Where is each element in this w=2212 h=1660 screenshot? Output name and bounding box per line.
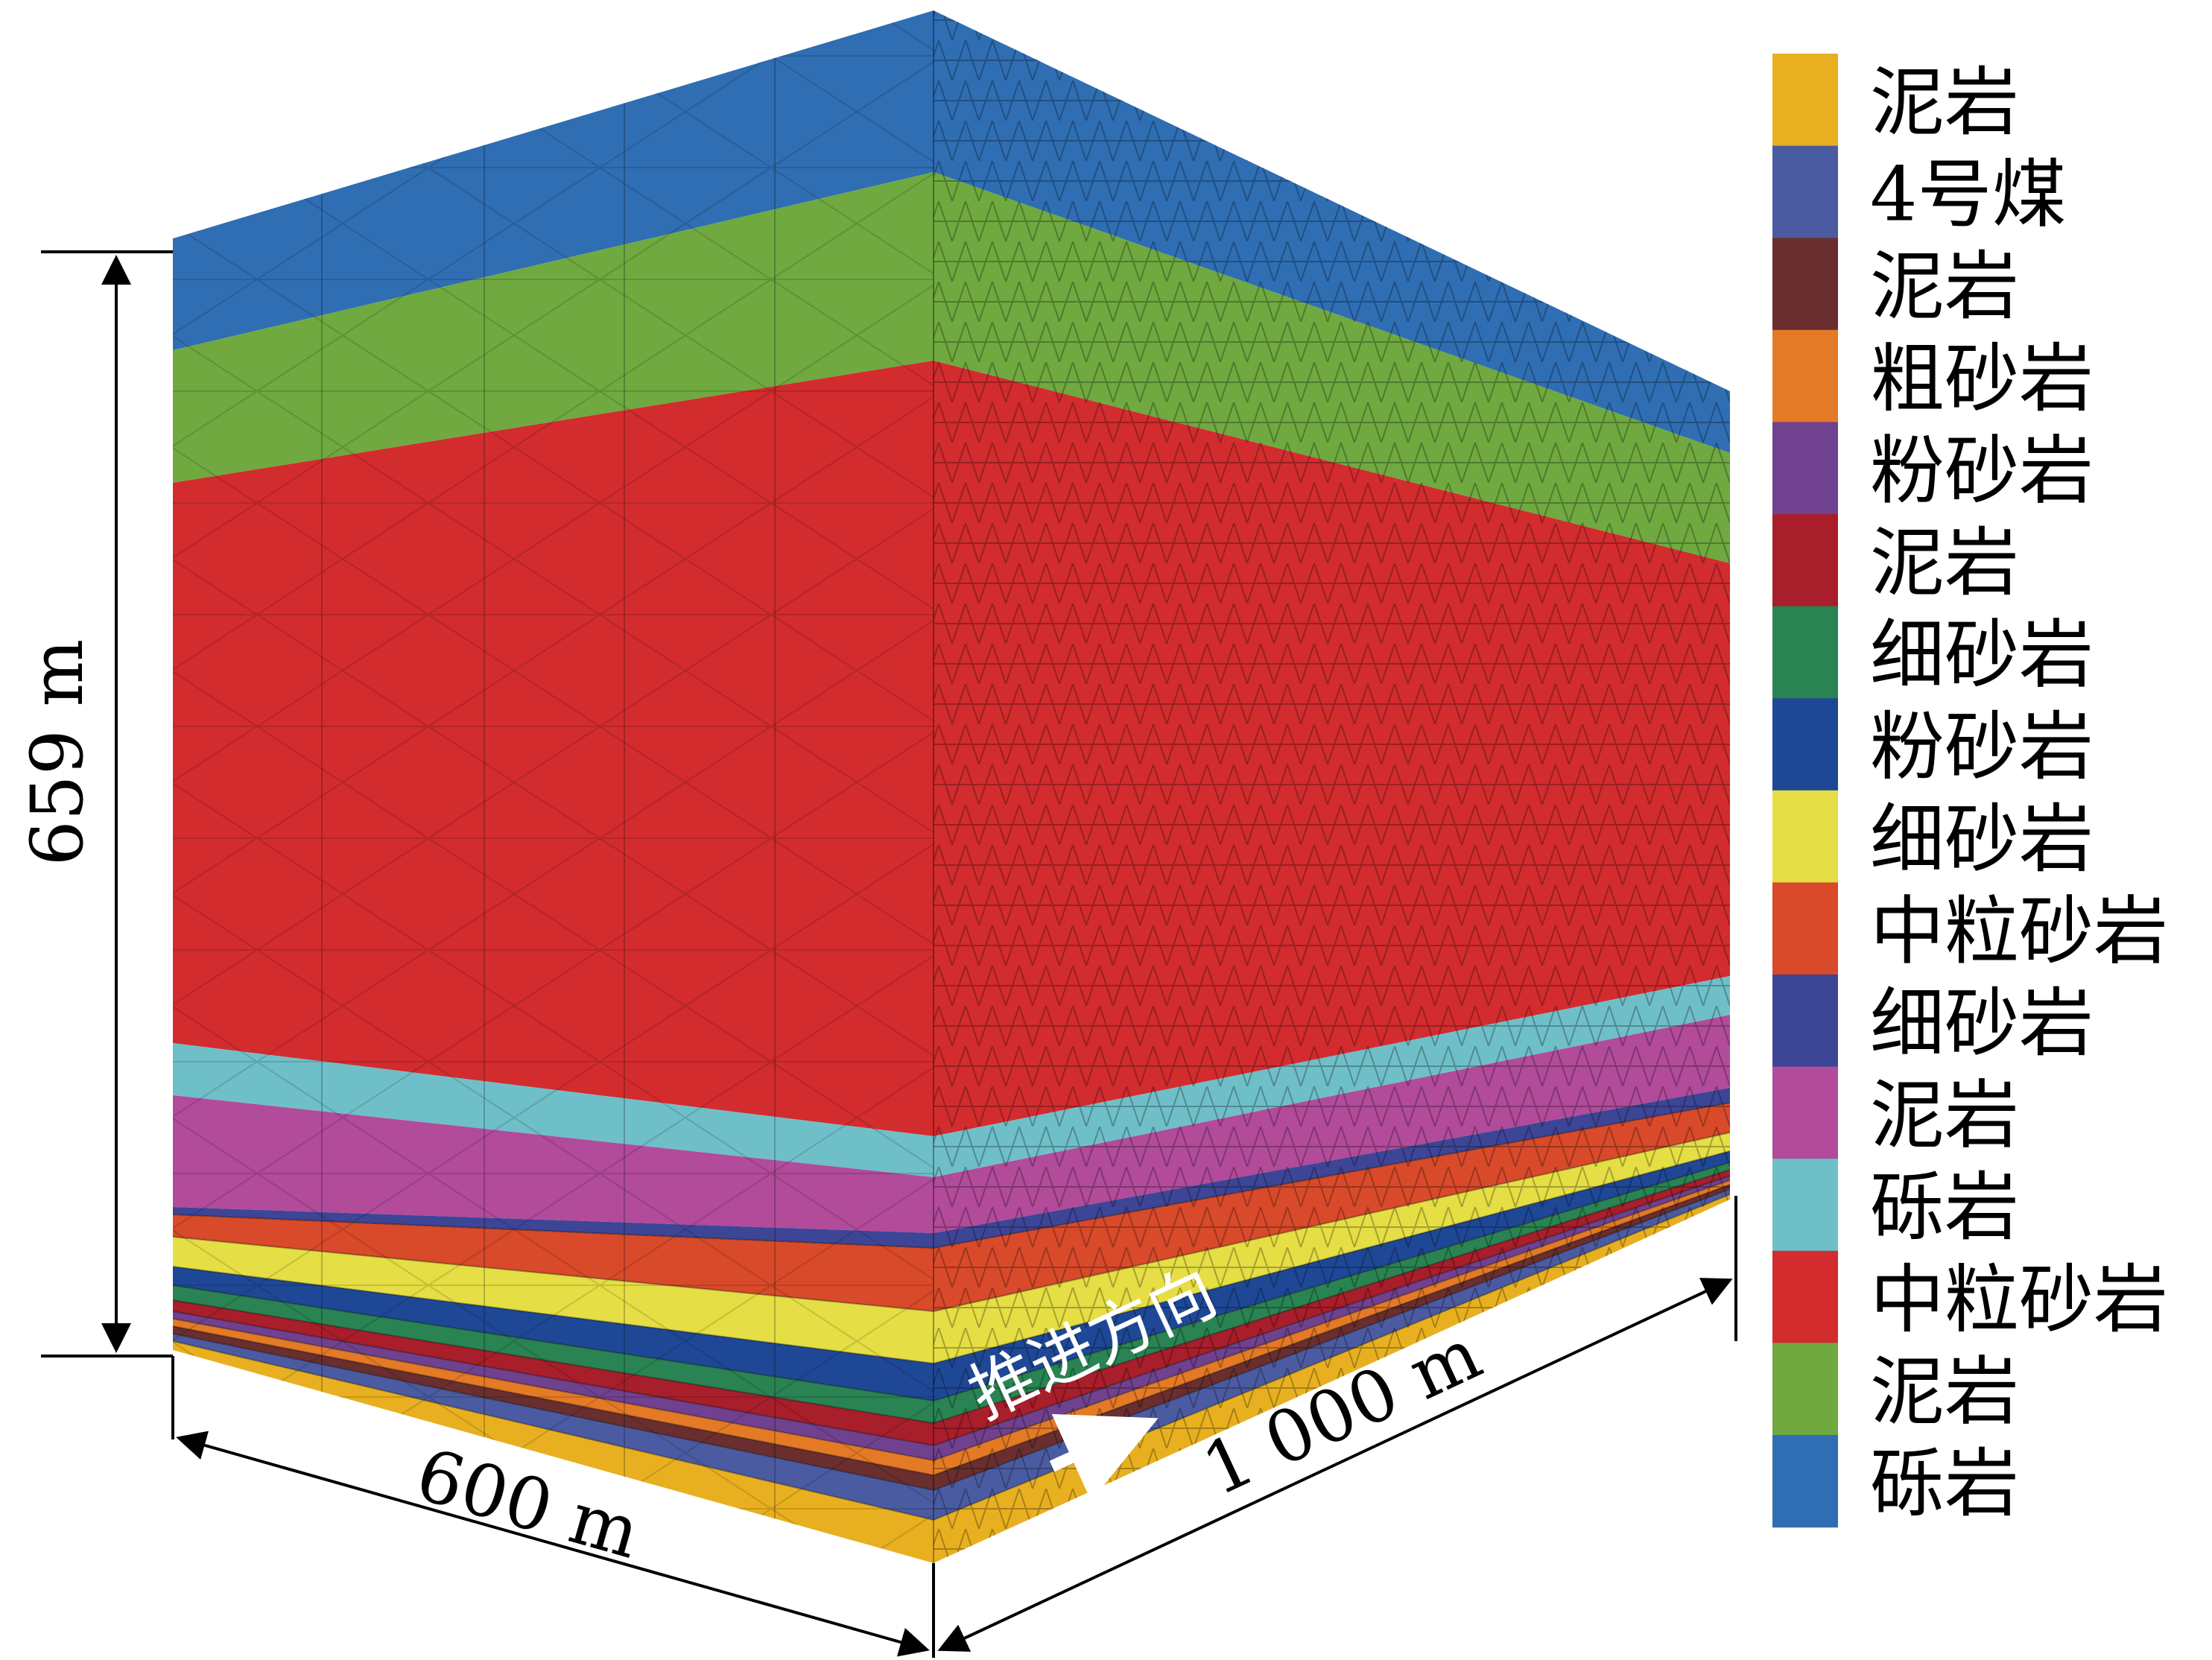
- legend-swatch: [1772, 145, 1838, 238]
- legend-label: 细砂岩: [1870, 796, 2094, 883]
- stratum-boundary: [172, 1179, 1731, 1462]
- legend-label: 细砂岩: [1870, 980, 2094, 1067]
- legend-swatch: [1772, 606, 1838, 699]
- legend-label: 砾岩: [1870, 1440, 2019, 1527]
- stratum-boundary: [172, 1150, 1731, 1365]
- height-label: 659 m: [16, 639, 99, 867]
- legend-swatch: [1772, 1250, 1838, 1343]
- height-dimension: 659 m: [16, 250, 173, 1358]
- legend-swatch: [1772, 1066, 1838, 1159]
- legend-swatch: [1772, 238, 1838, 331]
- legend-label: 粗砂岩: [1870, 335, 2094, 422]
- stratum-boundary: [172, 1169, 1731, 1425]
- legend-swatch: [1772, 422, 1838, 515]
- legend-swatch: [1772, 975, 1838, 1068]
- strata-legend: 泥岩4号煤泥岩粗砂岩粉砂岩泥岩细砂岩粉砂岩细砂岩中粒砂岩细砂岩泥岩砾岩中粒砂岩泥…: [1772, 54, 2168, 1528]
- legend-swatch: [1772, 514, 1838, 607]
- legend-swatch: [1772, 54, 1838, 147]
- legend-swatch: [1772, 790, 1838, 883]
- legend-label: 粉砂岩: [1870, 703, 2094, 791]
- front-gridlines: [321, 10, 776, 1563]
- legend-swatch: [1772, 698, 1838, 791]
- advance-direction-arrow: [1049, 1413, 1159, 1501]
- legend-label: 泥岩: [1870, 519, 2019, 606]
- legend-label: 中粒砂岩: [1870, 1256, 2168, 1343]
- legend-label: 泥岩: [1870, 1348, 2019, 1435]
- stratum-boundary: [172, 1162, 1731, 1402]
- legend-swatch: [1772, 1435, 1838, 1528]
- legend-swatch: [1772, 1343, 1838, 1436]
- legend-swatch: [1772, 329, 1838, 422]
- legend-label: 泥岩: [1870, 243, 2019, 330]
- legend-label: 泥岩: [1870, 1072, 2019, 1159]
- length-arrow: [937, 1278, 1733, 1652]
- width-arrow: [176, 1431, 930, 1657]
- legend-label: 粉砂岩: [1870, 427, 2094, 514]
- stratum-boundary: [172, 1175, 1731, 1447]
- legend-label: 细砂岩: [1870, 612, 2094, 699]
- legend-label: 泥岩: [1870, 59, 2019, 146]
- stratum-boundary: [172, 1102, 1731, 1249]
- legend-label: 4号煤: [1870, 151, 2067, 238]
- legend-label: 中粒砂岩: [1870, 887, 2168, 975]
- legend-swatch: [1772, 882, 1838, 975]
- legend-label: 砾岩: [1870, 1164, 2019, 1251]
- front-mesh: [173, 10, 934, 1563]
- legend-swatch: [1772, 1159, 1838, 1252]
- stratum-boundary: [172, 1132, 1731, 1313]
